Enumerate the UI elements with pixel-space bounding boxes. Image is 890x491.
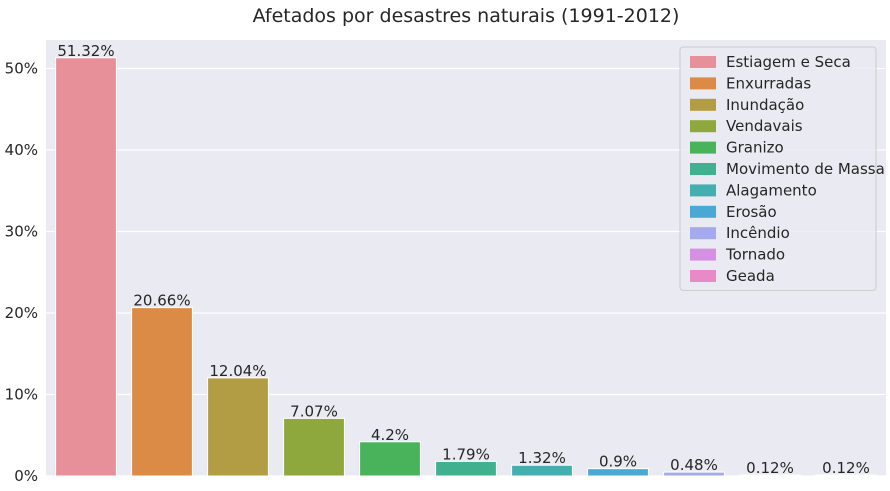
bar bbox=[739, 474, 801, 477]
legend-label: Vendavais bbox=[726, 117, 803, 135]
y-tick-label: 10% bbox=[5, 386, 38, 404]
data-label: 12.04% bbox=[209, 362, 266, 380]
legend-swatch bbox=[690, 205, 716, 218]
data-label: 1.32% bbox=[518, 449, 566, 467]
legend-swatch bbox=[690, 141, 716, 154]
y-tick-label: 20% bbox=[5, 304, 38, 322]
legend-swatch bbox=[690, 227, 716, 240]
legend-label: Alagamento bbox=[726, 181, 817, 199]
legend-swatch bbox=[690, 184, 716, 197]
data-label: 7.07% bbox=[290, 402, 338, 420]
legend-label: Erosão bbox=[726, 203, 777, 221]
bars bbox=[55, 57, 877, 477]
legend-swatch bbox=[690, 56, 716, 68]
legend-label: Geada bbox=[726, 267, 775, 285]
bar bbox=[587, 468, 649, 477]
legend-swatch bbox=[690, 98, 716, 111]
y-tick-label: 0% bbox=[14, 467, 38, 485]
y-tick-label: 50% bbox=[5, 60, 38, 78]
legend-label: Tornado bbox=[725, 246, 785, 264]
bar bbox=[55, 57, 117, 477]
bar bbox=[511, 464, 573, 477]
data-label: 51.32% bbox=[57, 42, 114, 60]
bar bbox=[207, 377, 269, 477]
data-labels: 51.32% 20.66% 12.04% 7.07% 4.2% 1.79% 1.32% 0.9… bbox=[57, 42, 869, 477]
legend-label: Incêndio bbox=[726, 224, 790, 242]
legend-swatch bbox=[690, 77, 716, 90]
legend-label: Granizo bbox=[726, 139, 784, 157]
data-label: 0.48% bbox=[670, 456, 718, 474]
legend-label: Estiagem e Seca bbox=[726, 53, 851, 71]
y-axis: 0% 10% 20% 30% 40% 50% bbox=[5, 60, 38, 485]
legend-box bbox=[679, 46, 877, 291]
legend-label: Movimento de Massa bbox=[726, 160, 885, 178]
legend-swatch bbox=[690, 163, 716, 175]
chart-title: Afetados por desastres naturais (1991-20… bbox=[253, 5, 680, 27]
y-tick-label: 40% bbox=[5, 141, 38, 159]
data-label: 0.12% bbox=[822, 459, 870, 477]
bar bbox=[283, 417, 345, 477]
data-label: 0.9% bbox=[599, 453, 637, 471]
legend: Estiagem e Seca Enxurradas Inundação Vendav… bbox=[679, 46, 885, 291]
bar bbox=[131, 307, 193, 477]
bar bbox=[435, 460, 497, 477]
data-label: 1.79% bbox=[442, 445, 490, 463]
data-label: 20.66% bbox=[133, 292, 190, 310]
bar bbox=[359, 441, 421, 477]
legend-swatch bbox=[690, 270, 716, 282]
bar bbox=[815, 474, 877, 477]
data-label: 4.2% bbox=[371, 426, 409, 444]
y-tick-label: 30% bbox=[5, 223, 38, 241]
bar bbox=[663, 471, 725, 477]
data-label: 0.12% bbox=[746, 459, 794, 477]
legend-label: Inundação bbox=[726, 96, 804, 114]
legend-swatch bbox=[690, 120, 716, 133]
legend-swatch bbox=[690, 248, 716, 261]
legend-label: Enxurradas bbox=[726, 74, 811, 92]
